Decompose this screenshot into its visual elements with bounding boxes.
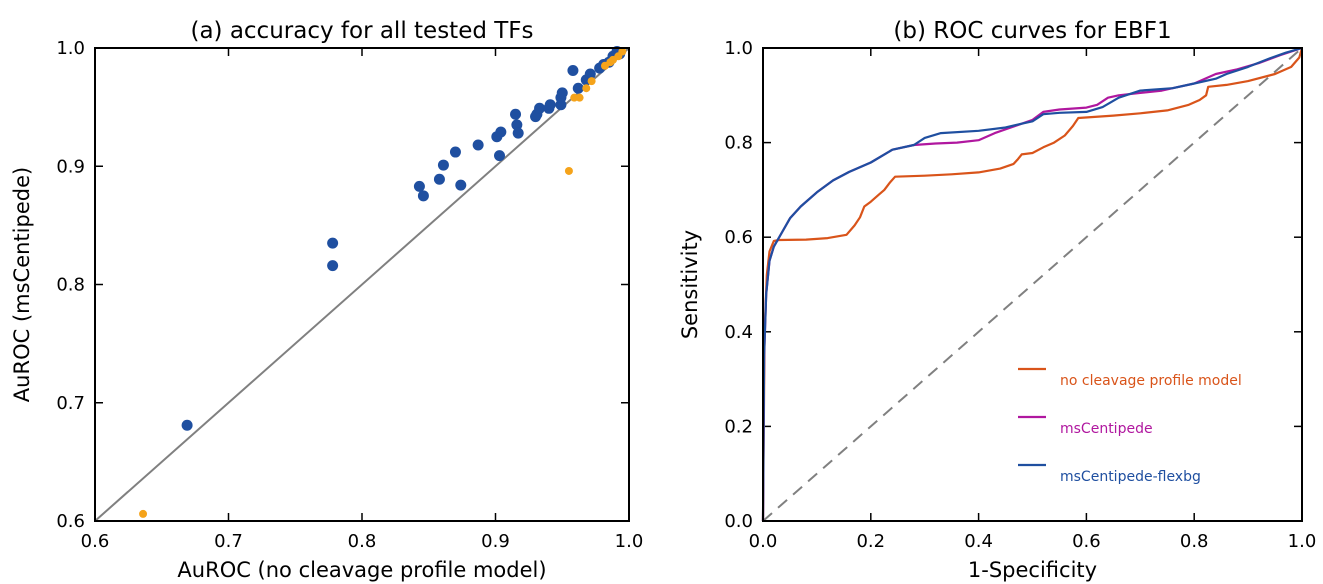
y-tick-label: 0.8 bbox=[724, 133, 753, 154]
scatter-point-blue bbox=[327, 237, 339, 249]
y-tick-label: 0.4 bbox=[724, 322, 753, 343]
scatter-point-orange bbox=[587, 77, 596, 86]
x-tick-label: 0.7 bbox=[214, 531, 243, 552]
scatter-point-blue bbox=[449, 146, 461, 158]
scatter-point-orange bbox=[564, 166, 573, 175]
scatter-point-blue bbox=[455, 179, 467, 191]
panel-b-frame bbox=[762, 47, 1303, 522]
scatter-point-orange bbox=[575, 93, 584, 102]
panel-a-marks bbox=[94, 46, 630, 522]
panel-b-ticks: 0.0 0.2 0.4 0.6 0.8 1.0 0.0 0.2 0.4 0.6 0.8 1.0 bbox=[724, 38, 1316, 552]
y-tick-label: 0.2 bbox=[724, 416, 753, 437]
scatter-point-blue bbox=[472, 139, 484, 151]
scatter-point-blue bbox=[510, 108, 522, 120]
scatter-point-orange bbox=[582, 84, 591, 93]
identity-line bbox=[94, 47, 630, 522]
x-tick-label: 0.6 bbox=[81, 531, 110, 552]
x-tick-label: 0.8 bbox=[1180, 531, 1209, 552]
panel-a-x-axis-label: AuROC (no cleavage profile model) bbox=[177, 558, 546, 582]
y-tick-label: 0.9 bbox=[56, 156, 85, 177]
x-tick-label: 1.0 bbox=[1288, 531, 1317, 552]
scatter-point-blue bbox=[556, 87, 568, 99]
x-tick-label: 0.2 bbox=[856, 531, 885, 552]
panel-a-frame bbox=[94, 47, 630, 522]
panel-b-roc-curves: (b) ROC curves for EBF1 1-Specificity Se… bbox=[678, 18, 1316, 582]
panel-b-legend: no cleavage profile model msCentipede msCe… bbox=[1018, 367, 1242, 485]
scatter-point-blue bbox=[534, 102, 546, 114]
scatter-point-blue bbox=[544, 99, 556, 111]
scatter-point-blue bbox=[572, 82, 584, 94]
panel-b-marks bbox=[761, 46, 1304, 522]
scatter-point-blue bbox=[495, 126, 507, 138]
scatter-point-blue bbox=[417, 190, 429, 202]
x-tick-label: 1.0 bbox=[615, 531, 644, 552]
scatter-point-orange bbox=[139, 509, 148, 518]
scatter-point-blue bbox=[437, 159, 449, 171]
panel-a-y-axis-label: AuROC (msCentipede) bbox=[10, 167, 34, 402]
scatter-point-blue bbox=[511, 119, 523, 131]
scatter-point-blue bbox=[327, 260, 339, 272]
x-tick-label: 0.4 bbox=[964, 531, 993, 552]
x-tick-label: 0.9 bbox=[481, 531, 510, 552]
scatter-point-blue bbox=[433, 173, 445, 185]
panel-b-title: (b) ROC curves for EBF1 bbox=[893, 18, 1171, 44]
scatter-point-blue bbox=[413, 180, 425, 192]
y-tick-label: 1.0 bbox=[56, 38, 85, 59]
panel-a-ticks: 0.6 0.7 0.8 0.9 1.0 0.6 0.7 0.8 0.9 1.0 bbox=[56, 38, 643, 552]
legend-label: msCentipede-flexbg bbox=[1060, 469, 1201, 485]
panel-b-x-axis-label: 1-Specificity bbox=[968, 558, 1097, 582]
panel-a-accuracy-scatter: (a) accuracy for all tested TFs AuROC (n… bbox=[10, 18, 643, 582]
y-tick-label: 0.6 bbox=[724, 227, 753, 248]
scatter-point-blue bbox=[567, 64, 579, 76]
panel-b-y-axis-label: Sensitivity bbox=[678, 230, 702, 339]
x-tick-label: 0.0 bbox=[749, 531, 778, 552]
y-tick-label: 0.8 bbox=[56, 275, 85, 296]
legend-label: no cleavage profile model bbox=[1060, 373, 1242, 389]
legend-label: msCentipede bbox=[1060, 421, 1153, 437]
scatter-point-blue bbox=[494, 150, 506, 162]
panel-a-title: (a) accuracy for all tested TFs bbox=[190, 18, 533, 44]
scatter-point-blue bbox=[181, 419, 193, 431]
y-tick-label: 0.6 bbox=[56, 511, 85, 532]
y-tick-label: 1.0 bbox=[724, 38, 753, 59]
roc-curve-no-cleavage-profile-model bbox=[761, 47, 1304, 522]
scatter-point-blue bbox=[584, 68, 596, 80]
scatter-point-orange bbox=[618, 47, 627, 56]
roc-curve-mscentipede-flexbg bbox=[761, 46, 1303, 522]
x-tick-label: 0.6 bbox=[1072, 531, 1101, 552]
y-tick-label: 0.0 bbox=[724, 511, 753, 532]
x-tick-label: 0.8 bbox=[348, 531, 377, 552]
scatter-point-blue bbox=[512, 127, 524, 139]
y-tick-label: 0.7 bbox=[56, 393, 85, 414]
